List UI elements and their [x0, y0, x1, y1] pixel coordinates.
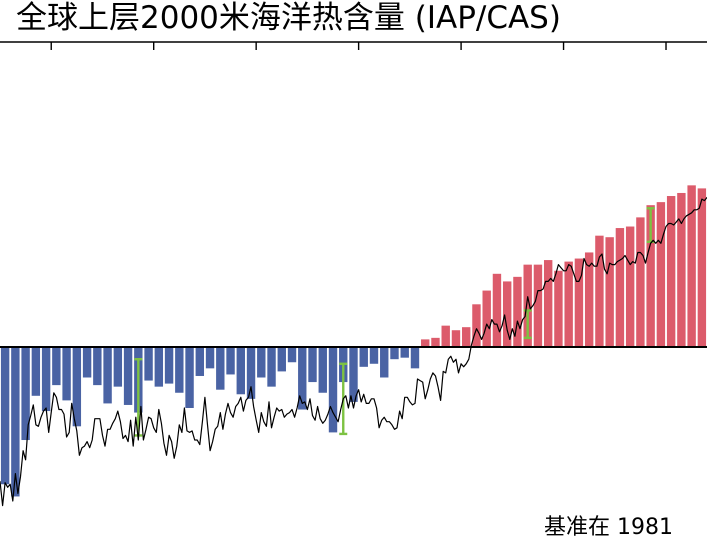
bar-1989	[349, 347, 358, 402]
bar-2014	[605, 237, 614, 347]
bar-2005	[513, 276, 522, 347]
bar-2013	[595, 235, 604, 347]
bar-2011	[574, 258, 584, 347]
bar-1978	[236, 347, 245, 395]
baseline-note: 基准在 1981	[544, 515, 673, 540]
bar-1956	[11, 347, 20, 497]
bar-1969	[144, 347, 153, 381]
bar-1963	[82, 347, 92, 378]
bar-1990	[359, 347, 368, 367]
bar-1982	[277, 347, 286, 372]
bar-1996	[421, 339, 430, 347]
bar-2018	[646, 205, 655, 347]
bar-2021	[677, 192, 686, 347]
bar-1957	[21, 347, 30, 441]
line-layer	[0, 196, 707, 507]
bar-2015	[615, 228, 625, 347]
bar-1980	[257, 347, 266, 378]
bar-1986	[318, 347, 327, 393]
bar-1965	[103, 347, 112, 404]
bar-1955	[0, 347, 10, 485]
bar-2001	[472, 304, 481, 347]
bar-2012	[584, 252, 594, 347]
bar-1983	[287, 347, 297, 363]
bar-1981	[267, 347, 276, 387]
bar-1977	[226, 347, 235, 375]
bar-2016	[625, 226, 635, 347]
bar-1995	[410, 347, 420, 369]
bar-1998	[441, 325, 450, 347]
error-bar-2006	[523, 309, 532, 340]
bar-2009	[554, 270, 563, 347]
bar-2003	[492, 273, 502, 347]
bar-2004	[502, 281, 512, 347]
bar-1964	[93, 347, 102, 386]
bar-2010	[564, 261, 573, 347]
bar-1992	[380, 347, 389, 378]
ocean-heat-content-chart	[0, 41, 707, 507]
bar-2020	[666, 196, 676, 347]
bar-1958	[31, 347, 41, 396]
bar-1993	[390, 347, 399, 360]
bar-1997	[431, 337, 440, 347]
bar-1987	[328, 347, 338, 433]
bar-1979	[246, 347, 256, 399]
error-bar-2018	[646, 207, 655, 243]
bar-1962	[72, 347, 82, 427]
bar-1975	[205, 347, 215, 369]
bar-2017	[636, 217, 645, 347]
bar-1994	[400, 347, 409, 358]
bar-2022	[687, 185, 696, 347]
bar-1967	[123, 347, 133, 405]
bar-1973	[185, 347, 194, 408]
bar-1961	[62, 347, 71, 401]
bar-1999	[451, 330, 461, 347]
bar-1985	[308, 347, 317, 383]
bar-2019	[656, 202, 666, 347]
bar-1971	[164, 347, 174, 384]
chart-title: 全球上层2000米海洋热含量 (IAP/CAS)	[16, 0, 561, 36]
bar-2006	[523, 264, 532, 347]
bars-layer	[0, 185, 707, 497]
bar-1966	[113, 347, 123, 387]
bar-1984	[298, 347, 307, 410]
bar-1991	[369, 347, 379, 364]
bar-1970	[154, 347, 164, 387]
bar-1960	[52, 347, 61, 386]
bar-2008	[543, 260, 553, 347]
error-bars-layer	[134, 207, 655, 437]
monthly-series-line	[0, 196, 707, 507]
bar-2023	[697, 188, 707, 347]
bar-2000	[462, 327, 471, 347]
bar-1976	[216, 347, 225, 390]
bar-1972	[175, 347, 184, 393]
axis-layer	[0, 41, 707, 348]
bar-2002	[482, 290, 491, 347]
bar-1959	[41, 347, 51, 412]
bar-1974	[195, 347, 205, 376]
bar-2007	[533, 264, 543, 347]
